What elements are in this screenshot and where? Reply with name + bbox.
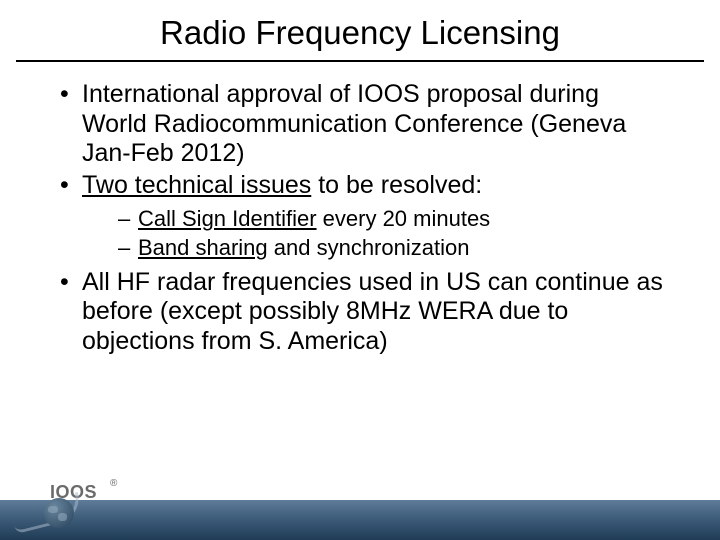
bullet-suffix: to be resolved: [311, 171, 482, 199]
bullet-list: International approval of IOOS proposal … [56, 80, 664, 356]
globe-icon [44, 498, 74, 528]
bullet-item: Two technical issues to be resolved: Cal… [56, 171, 664, 262]
bullet-text: All HF radar frequencies used in US can … [82, 268, 663, 355]
ioos-logo: IOOS ® [18, 476, 128, 530]
sub-suffix: and synchronization [268, 235, 470, 260]
slide: Radio Frequency Licensing International … [0, 0, 720, 540]
sub-suffix: every 20 minutes [317, 206, 491, 231]
sub-bullet-item: Band sharing and synchronization [116, 235, 664, 262]
sub-underlined: Call Sign Identifier [138, 206, 317, 231]
bullet-item: All HF radar frequencies used in US can … [56, 268, 664, 357]
slide-body: International approval of IOOS proposal … [0, 80, 720, 356]
bullet-text: International approval of IOOS proposal … [82, 80, 626, 167]
sub-underlined: Band sharing [138, 235, 268, 260]
sub-bullet-list: Call Sign Identifier every 20 minutes Ba… [82, 206, 664, 262]
bullet-underlined: Two technical issues [82, 171, 311, 199]
registered-icon: ® [110, 478, 117, 489]
bullet-item: International approval of IOOS proposal … [56, 80, 664, 169]
title-underline [16, 60, 704, 62]
slide-title: Radio Frequency Licensing [0, 0, 720, 60]
sub-bullet-item: Call Sign Identifier every 20 minutes [116, 206, 664, 233]
